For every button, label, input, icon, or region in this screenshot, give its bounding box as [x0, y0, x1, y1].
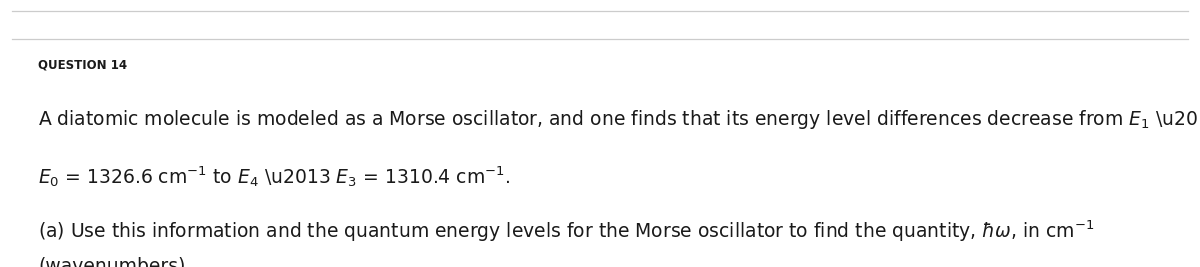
Text: QUESTION 14: QUESTION 14 [38, 59, 127, 72]
Text: (a) Use this information and the quantum energy levels for the Morse oscillator : (a) Use this information and the quantum… [38, 219, 1094, 245]
Text: A diatomic molecule is modeled as a Morse oscillator, and one finds that its ene: A diatomic molecule is modeled as a Mors… [38, 108, 1200, 131]
Text: $E_0$ = 1326.6 cm$^{-1}$ to $E_4$ \u2013 $E_3$ = 1310.4 cm$^{-1}$.: $E_0$ = 1326.6 cm$^{-1}$ to $E_4$ \u2013… [38, 164, 511, 189]
Text: (wavenumbers).: (wavenumbers). [38, 256, 192, 267]
